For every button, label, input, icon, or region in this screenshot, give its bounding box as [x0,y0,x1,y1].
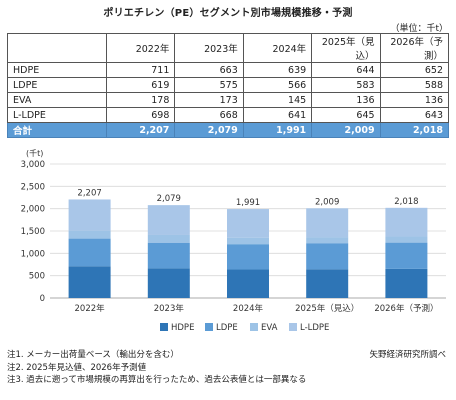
table-header-cell: 2024年 [242,33,313,63]
table-cell: 645 [311,107,381,123]
table-cell: 173 [174,92,244,108]
x-tick-label: 2026年（予測） [374,303,438,314]
y-tick-label: 3,000 [21,160,45,170]
table-header-row: 2022年 2023年 2024年 2025年（見込） 2026年（予測） [7,33,450,63]
table-header-cell [7,33,107,63]
table-cell: 641 [242,107,313,123]
note-2: 注2. 2025年見込値、2026年予測値 [7,362,147,373]
notes: 注1. メーカー出荷量ベース（輸出分を含む） 注2. 2025年見込値、2026… [7,349,306,387]
bar-segment-l-ldpe [306,208,349,238]
table-total-row: 合計 2,207 2,079 1,991 2,009 2,018 [7,122,450,138]
bar-segment-ldpe [385,242,428,269]
bar-segment-l-ldpe [385,207,428,237]
bar-segment-l-ldpe [68,199,111,231]
legend-swatch [160,323,168,331]
table-cell: 575 [174,77,244,93]
table-cell: 588 [379,77,450,93]
table-row: LDPE 619 575 566 583 588 [7,77,450,93]
table-row: L-LDPE 698 668 641 645 643 [7,107,450,123]
table-cell: 136 [379,92,450,108]
total-cell: 2,018 [379,122,450,138]
total-cell: 1,991 [242,122,313,138]
row-label: LDPE [7,77,107,93]
bar-segment-eva [306,237,349,244]
total-cell: 2,009 [311,122,381,138]
table-cell: 639 [242,62,313,78]
table-cell: 136 [311,92,381,108]
table-cell: 145 [242,92,313,108]
table-cell: 698 [105,107,176,123]
source-label: 矢野経済研究所調べ [369,350,446,360]
legend-entry: EVA [261,323,278,333]
total-data-label: 1,991 [236,198,260,208]
legend-entry: L-LDPE [300,323,329,333]
bar-segment-hdpe [68,266,111,298]
table-cell: 643 [379,107,450,123]
total-data-label: 2,079 [157,194,181,204]
page-title: ポリエチレン（PE）セグメント別市場規模推移・予測 [103,8,353,19]
table-cell: 668 [174,107,244,123]
table-header-cell: 2025年（見込） [311,33,381,63]
data-table: 2022年 2023年 2024年 2025年（見込） 2026年（予測） HD… [7,33,450,138]
total-cell: 2,079 [174,122,244,138]
bar-segment-ldpe [147,242,190,269]
table-cell: 619 [105,77,176,93]
bar-segment-ldpe [227,244,269,270]
total-data-label: 2,018 [394,197,418,207]
unit-label: （単位：千t） [390,24,448,34]
note-1: 注1. メーカー出荷量ベース（輸出分を含む） [7,350,179,360]
bar-segment-eva [385,236,428,243]
bar-segment-l-ldpe [227,209,269,238]
bar-segment-eva [227,237,269,245]
x-tick-label: 2022年 [75,303,106,314]
total-data-label: 2,009 [315,197,339,207]
legend-entry: HDPE [171,323,194,333]
stacked-bar-chart: (千t) 0 500 1,000 1,500 2,000 2,500 3,000 2,207 20… [21,148,446,333]
table-cell: 566 [242,77,313,93]
table-cell: 652 [379,62,450,78]
total-label: 合計 [7,122,107,138]
table-row: EVA 178 173 145 136 136 [7,92,450,108]
table-cell: 178 [105,92,176,108]
table-cell: 644 [311,62,381,78]
y-tick-label: 2,500 [21,182,45,192]
total-data-label: 2,207 [77,188,101,198]
x-tick-label: 2023年 [154,303,185,314]
y-axis-label: (千t) [26,148,43,158]
bar-segment-hdpe [147,268,190,298]
legend-swatch [250,323,258,331]
y-tick-label: 2,000 [21,205,45,215]
table-cell: 663 [174,62,244,78]
y-tick-label: 0 [40,294,45,304]
bar-segment-hdpe [385,268,428,298]
row-label: HDPE [7,62,107,78]
table-row: HDPE 711 663 639 644 652 [7,62,450,78]
table-header-cell: 2026年（予測） [379,33,450,63]
bar-segment-l-ldpe [147,205,190,235]
bar-segment-eva [68,230,111,239]
bar-segment-ldpe [306,243,349,270]
total-cell: 2,207 [105,122,176,138]
table-cell: 711 [105,62,176,78]
y-tick-label: 1,000 [21,249,45,259]
y-tick-label: 1,500 [21,227,45,237]
x-tick-label: 2024年 [233,303,264,314]
bar-segment-hdpe [227,269,269,298]
table-header-cell: 2023年 [174,33,244,63]
row-label: EVA [7,92,107,108]
table-header-cell: 2022年 [105,33,176,63]
bar-segment-eva [147,234,190,243]
bar-segment-ldpe [68,238,111,267]
row-label: L-LDPE [7,107,107,123]
y-tick-label: 500 [29,272,45,282]
bar-segment-hdpe [306,269,349,298]
note-3: 注3. 過去に遡って市場規模の再算出を行ったため、過去公表値とは一部異なる [7,375,307,385]
legend-swatch [289,323,297,331]
legend-swatch [205,323,213,331]
legend-entry: LDPE [216,323,238,333]
x-tick-label: 2025年（見込） [295,303,359,314]
table-cell: 583 [311,77,381,93]
